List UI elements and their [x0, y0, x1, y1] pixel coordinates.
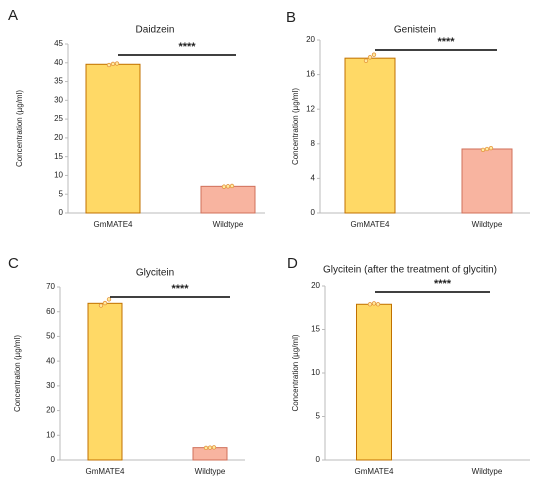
chart-title: Daidzein [136, 25, 175, 36]
data-point [221, 184, 227, 189]
bar [87, 302, 123, 461]
data-point [98, 303, 104, 308]
x-tick-label: Wildtype [213, 220, 244, 229]
y-tick-label: 25 [54, 114, 63, 123]
y-tick-label: 10 [54, 171, 63, 180]
x-tick-label: GmMATE4 [86, 467, 126, 476]
y-tick-label: 30 [54, 95, 63, 104]
y-tick-label: 35 [54, 77, 63, 86]
y-axis-label: Concentration (µg/ml) [291, 334, 300, 411]
chart-title: Genistein [394, 25, 436, 36]
y-tick-label: 0 [311, 208, 316, 217]
data-point [367, 55, 373, 60]
y-axis-label: Concentration (µg/ml) [291, 88, 300, 165]
data-point [375, 302, 381, 307]
x-tick-label: Wildtype [195, 467, 226, 476]
y-tick-label: 0 [51, 455, 56, 464]
y-tick-label: 20 [54, 133, 63, 142]
data-point [211, 445, 217, 450]
data-point [106, 297, 112, 302]
data-point [480, 147, 486, 153]
panel-letter: B [286, 9, 296, 26]
y-tick-label: 0 [316, 455, 321, 464]
x-tick-label: GmMATE4 [355, 467, 395, 476]
significance-label: **** [434, 278, 452, 290]
y-tick-label: 15 [311, 325, 320, 334]
y-tick-label: 40 [46, 356, 55, 365]
y-axis-label: Concentration (µg/ml) [13, 335, 22, 412]
bar [461, 148, 513, 214]
y-tick-label: 10 [46, 430, 55, 439]
y-tick-label: 10 [311, 368, 320, 377]
panel-letter: D [287, 255, 298, 272]
panel-letter: A [8, 7, 18, 24]
x-tick-label: Wildtype [472, 467, 503, 476]
data-point [207, 445, 213, 450]
data-point [484, 146, 490, 152]
data-point [367, 302, 373, 307]
panel-letter: C [8, 255, 19, 272]
significance-label: **** [171, 283, 189, 295]
y-tick-label: 5 [59, 189, 64, 198]
y-tick-label: 20 [306, 35, 315, 44]
x-tick-label: GmMATE4 [94, 220, 134, 229]
bar [356, 303, 392, 461]
data-point [371, 52, 377, 57]
data-point [102, 300, 108, 306]
significance-label: **** [178, 41, 196, 53]
y-tick-label: 70 [46, 282, 55, 291]
y-tick-label: 15 [54, 152, 63, 161]
y-tick-label: 30 [46, 381, 55, 390]
data-point [106, 62, 112, 68]
y-tick-label: 8 [311, 139, 316, 148]
data-point [110, 61, 116, 67]
y-tick-label: 5 [316, 412, 321, 421]
bar [200, 185, 256, 214]
y-tick-label: 40 [54, 58, 63, 67]
x-tick-label: GmMATE4 [351, 220, 391, 229]
bar [344, 57, 396, 214]
significance-label: **** [437, 36, 455, 48]
y-tick-label: 20 [46, 406, 55, 415]
y-tick-label: 50 [46, 332, 55, 341]
x-tick-label: Wildtype [472, 220, 503, 229]
data-point [488, 145, 494, 151]
y-tick-label: 16 [306, 70, 315, 79]
chart-title: Glycitein (after the treatment of glycit… [323, 265, 497, 276]
y-axis-label: Concentration (µg/ml) [15, 90, 24, 167]
y-tick-label: 20 [311, 281, 320, 290]
y-tick-label: 4 [311, 174, 316, 183]
data-point [203, 445, 209, 451]
y-tick-label: 12 [306, 104, 315, 113]
data-point [114, 61, 120, 66]
y-tick-label: 45 [54, 39, 63, 48]
data-point [363, 58, 369, 63]
y-tick-label: 0 [59, 208, 64, 217]
y-tick-label: 60 [46, 307, 55, 316]
data-point [229, 183, 235, 189]
chart-title: Glycitein [136, 268, 174, 279]
data-point [225, 184, 231, 189]
data-point [371, 301, 377, 306]
bar [85, 63, 141, 214]
